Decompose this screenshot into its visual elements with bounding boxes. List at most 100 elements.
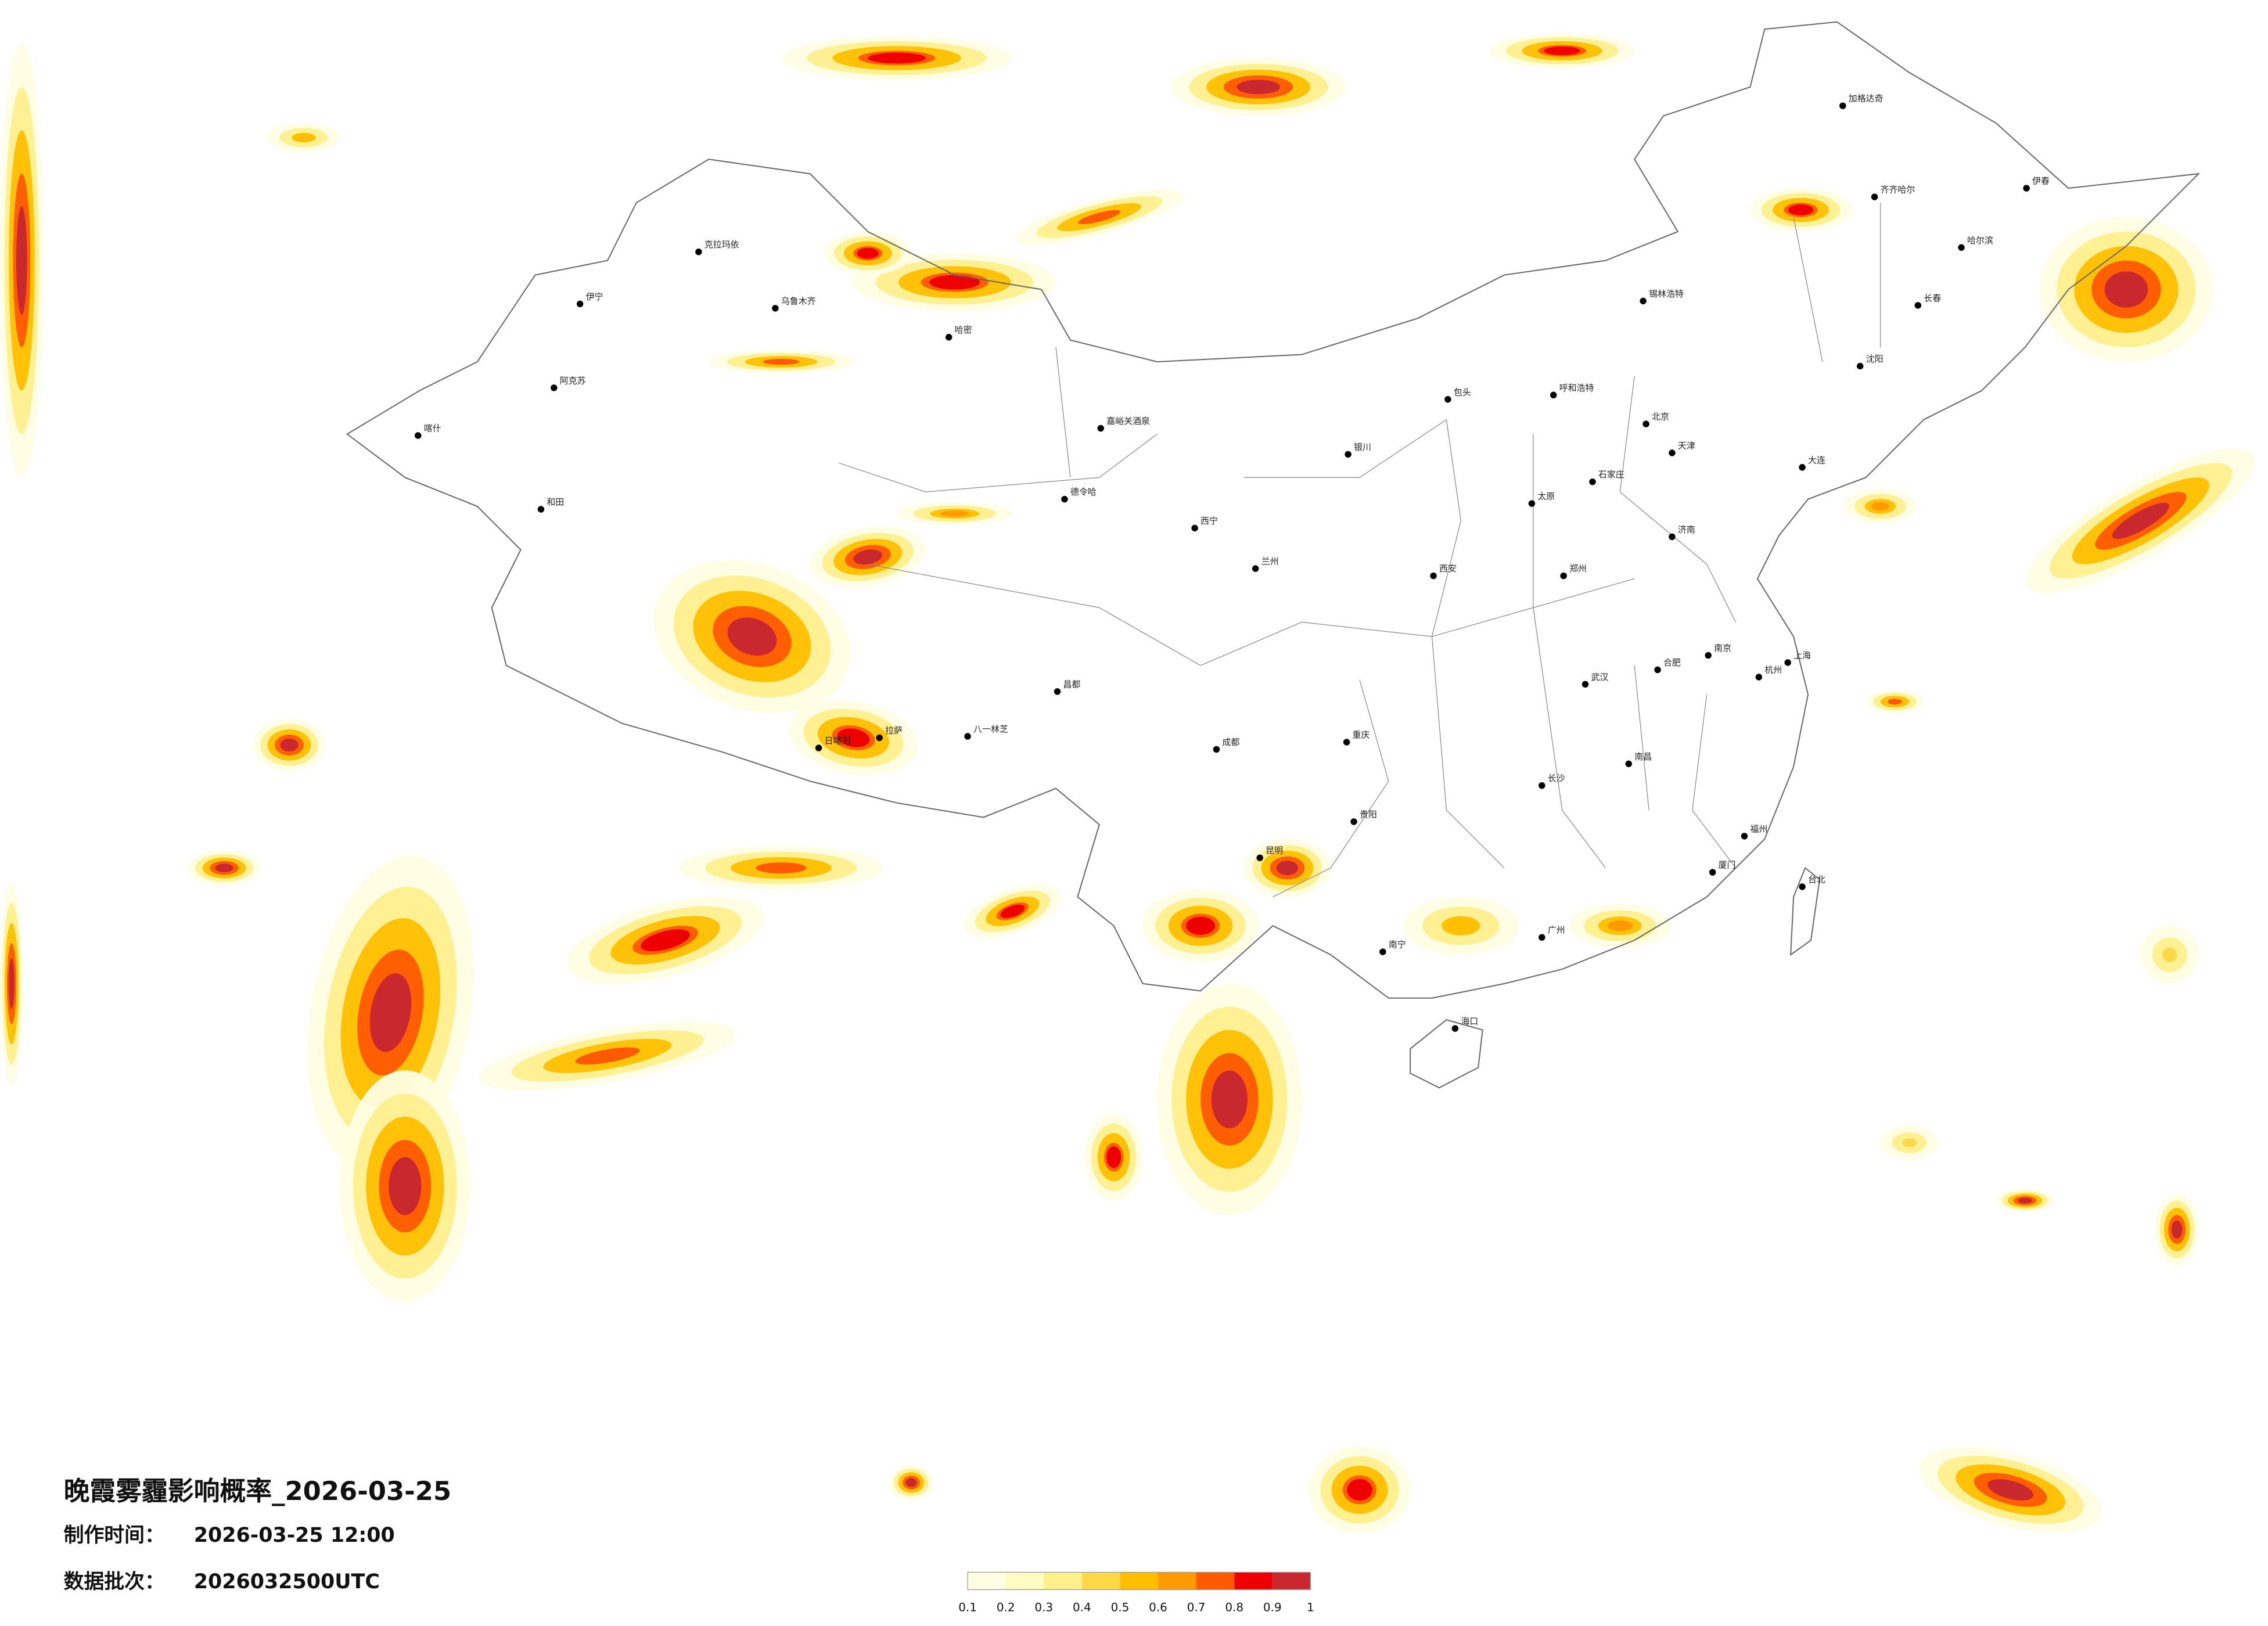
city-label: 成都 xyxy=(1222,737,1239,747)
city-dot xyxy=(1252,565,1259,572)
city-dot xyxy=(945,333,953,341)
city-label: 沈阳 xyxy=(1866,354,1884,364)
haze-core xyxy=(369,973,412,1052)
city-dot xyxy=(1640,297,1647,305)
haze-core xyxy=(215,864,233,873)
city-label: 西宁 xyxy=(1201,516,1218,526)
city-dot xyxy=(1669,533,1676,541)
city-dot xyxy=(964,733,971,740)
info-label: 数据批次： xyxy=(64,1570,165,1593)
city-dot xyxy=(1560,572,1567,580)
colorbar-frame xyxy=(967,1571,1311,1590)
haze-core xyxy=(868,52,926,64)
city-label: 厦门 xyxy=(1719,860,1736,870)
city-dot xyxy=(1430,572,1437,580)
haze-core xyxy=(1211,1070,1248,1128)
city-label: 德令哈 xyxy=(1070,487,1097,497)
city-label: 呼和浩特 xyxy=(1559,383,1594,393)
city-dot xyxy=(1755,674,1763,681)
haze-core xyxy=(763,359,799,365)
city-dot xyxy=(1799,464,1806,471)
haze-core xyxy=(1446,918,1476,933)
colorbar-swatch xyxy=(1044,1572,1082,1590)
haze-core xyxy=(756,862,807,873)
city-label: 长春 xyxy=(1924,293,1941,303)
colorbar-tick-label: 1 xyxy=(1307,1601,1314,1614)
hainan xyxy=(1410,1019,1483,1089)
haze-core xyxy=(853,549,882,565)
city-label: 福州 xyxy=(1750,823,1767,834)
haze-core xyxy=(1871,502,1890,511)
province-borders xyxy=(839,203,1881,898)
colorbar-swatch xyxy=(1081,1572,1120,1590)
colorbar-swatch xyxy=(968,1572,1006,1590)
haze-core xyxy=(1237,80,1281,95)
city-label: 昌都 xyxy=(1063,679,1080,689)
city-label: 和田 xyxy=(547,497,564,508)
city-dot xyxy=(695,248,702,256)
haze-core xyxy=(1186,916,1215,935)
haze-core xyxy=(1888,699,1902,705)
city-dot xyxy=(1871,193,1878,200)
city-dot xyxy=(1589,478,1596,485)
city-dot xyxy=(876,734,883,742)
haze-core xyxy=(837,728,870,747)
haze-core xyxy=(1106,1146,1122,1168)
haze-layer xyxy=(0,33,2255,1534)
city-label: 锡林浩特 xyxy=(1649,289,1684,299)
city-label: 西安 xyxy=(1439,563,1457,574)
colorbar: 0.1 0.2 0.3 0.4 0.5 0.6 0.7 0.8 0.9 1 xyxy=(958,1571,1314,1614)
city-dot xyxy=(1539,782,1545,789)
city-dot xyxy=(1550,391,1557,398)
city-dot xyxy=(1061,495,1068,503)
city-dot xyxy=(1705,652,1712,659)
city-label: 海口 xyxy=(1461,1016,1478,1027)
city-label: 济南 xyxy=(1678,524,1695,535)
haze-core xyxy=(1607,920,1633,931)
city-label: 大连 xyxy=(1808,455,1825,465)
city-label: 嘉峪关酒泉 xyxy=(1106,416,1150,426)
city-label: 杭州 xyxy=(1764,664,1782,675)
city-label: 哈尔滨 xyxy=(1967,235,1993,246)
haze-core xyxy=(2162,947,2177,962)
city-dot xyxy=(1669,449,1676,456)
city-label: 合肥 xyxy=(1663,657,1681,668)
haze-core xyxy=(294,134,313,142)
city-dot xyxy=(1784,659,1791,666)
city-label: 天津 xyxy=(1678,440,1695,451)
haze-core xyxy=(575,1047,640,1065)
city-dot xyxy=(1839,102,1846,109)
city-dot xyxy=(1709,869,1716,876)
city-dot xyxy=(537,506,545,513)
city-dot xyxy=(1741,833,1748,840)
haze-core xyxy=(641,929,690,951)
city-label: 郑州 xyxy=(1569,563,1587,574)
city-label: 上海 xyxy=(1793,650,1811,661)
city-dot xyxy=(1345,451,1352,458)
haze-core xyxy=(940,510,969,517)
haze-core xyxy=(1000,904,1025,918)
city-label: 长沙 xyxy=(1548,773,1565,783)
city-dot xyxy=(1539,934,1545,941)
colorbar-tick-label: 0.8 xyxy=(1225,1601,1243,1614)
city-dot xyxy=(1444,396,1451,403)
haze-core xyxy=(8,958,15,1009)
city-label: 加格达奇 xyxy=(1849,93,1884,104)
haze-core xyxy=(1544,46,1580,56)
colorbar-tick-label: 0.5 xyxy=(1111,1601,1130,1614)
city-dot xyxy=(772,305,779,312)
colorbar-swatch xyxy=(1120,1572,1159,1590)
city-dot xyxy=(1958,244,1965,251)
city-dot xyxy=(1625,760,1632,768)
city-dot xyxy=(1350,818,1357,825)
city-label: 南京 xyxy=(1714,643,1731,653)
city-label: 石家庄 xyxy=(1598,469,1624,480)
haze-core xyxy=(905,1478,917,1487)
haze-core xyxy=(2171,1220,2183,1239)
city-label: 哈密 xyxy=(955,325,972,335)
haze-core xyxy=(1902,1138,1917,1147)
haze-core xyxy=(727,617,777,656)
haze-core xyxy=(1987,1479,2034,1501)
